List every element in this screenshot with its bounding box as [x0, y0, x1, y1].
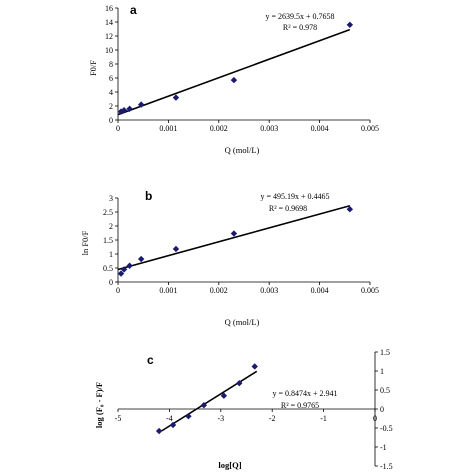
panel-c-x-tick-label: 0 [373, 414, 377, 423]
panel-a-y-tick-label: 12 [105, 32, 113, 41]
panel-c-y-tick-label: 0.5 [380, 386, 390, 395]
panel-b-y-tick-label: 2.5 [103, 208, 113, 217]
panel-c-x-tick-label: -1 [320, 414, 327, 423]
panel-a: a F0/F Q (mol/L) y = 2639.5x + 0.7658 R²… [88, 3, 379, 155]
panel-a-data-point [120, 107, 128, 114]
panel-b-fit-equation: y = 495.19x + 0.4465 [260, 192, 329, 201]
panel-c-data-point [185, 413, 192, 420]
panel-c-y-tick-label: -0.5 [380, 424, 393, 433]
panel-b-data-point [117, 270, 125, 277]
panel-c-fit-line [161, 370, 258, 432]
panel-a-y-tick-label: 16 [105, 4, 113, 13]
panel-c-data-point [169, 421, 177, 429]
panel-c-x-tick-label: -4 [166, 414, 173, 423]
panel-b-x-tick-label: 0.004 [311, 286, 329, 295]
panel-a-data-point [126, 105, 133, 112]
panel-a-y-tick-label: 2 [109, 102, 113, 111]
panel-a-label: a [130, 3, 137, 17]
panel-a-y-tick-label: 4 [109, 88, 113, 97]
panel-c-y-tick-label: -1.5 [380, 462, 393, 471]
panel-a-r-squared: R² = 0.978 [283, 23, 317, 32]
panel-a-data-point [137, 101, 145, 108]
panel-a-data-point [230, 76, 238, 84]
panel-b-data-point [120, 266, 128, 273]
panel-c-fit-equation: y = 0.8474x + 2.941 [272, 389, 337, 398]
panel-b: b ln F0/F Q (mol/L) y = 495.19x + 0.4465… [80, 189, 379, 327]
panel-a-x-axis-label: Q (mol/L) [225, 145, 260, 155]
panel-c-r-squared: R² = 0.9765 [281, 401, 319, 410]
panel-a-data-point [346, 21, 354, 28]
panel-a-y-tick-label: 0 [109, 116, 113, 125]
panel-b-y-tick-label: 3 [109, 194, 113, 203]
panel-b-data-point [172, 245, 180, 253]
panel-c-data-point [155, 427, 163, 435]
panel-b-label: b [145, 189, 152, 203]
panel-b-x-tick-label: 0.005 [361, 286, 379, 295]
panel-c-data-point [200, 402, 208, 409]
panel-c: c log (F₀ - F)/F log[Q] y = 0.8474x + 2.… [94, 348, 393, 471]
panel-a-fit-equation: y = 2639.5x + 0.7658 [265, 12, 334, 21]
panel-b-y-tick-label: 1.5 [103, 236, 113, 245]
panel-c-y-axis-label: log (F₀ - F)/F [94, 382, 104, 428]
panel-b-data-point [346, 206, 354, 213]
panel-b-y-tick-label: 0.5 [103, 264, 113, 273]
panel-b-x-tick-label: 0.003 [260, 286, 278, 295]
panel-a-y-tick-label: 8 [109, 60, 113, 69]
panel-b-fit-line [117, 204, 351, 271]
panel-c-x-tick-label: -5 [115, 414, 122, 423]
panel-b-data-point [137, 255, 145, 263]
panel-a-y-tick-label: 10 [105, 46, 113, 55]
panel-b-y-axis-label: ln F0/F [80, 230, 90, 255]
panel-c-y-tick-label: 1 [380, 367, 384, 376]
panel-b-x-tick-label: 0.002 [210, 286, 228, 295]
panel-a-y-axis-label: F0/F [88, 60, 98, 76]
panel-c-y-tick-label: 1.5 [380, 348, 390, 357]
panel-c-label: c [147, 353, 154, 367]
panel-a-fit-line [117, 28, 351, 116]
panel-a-y-tick-label: 14 [105, 18, 113, 27]
panel-b-x-axis-label: Q (mol/L) [225, 317, 260, 327]
panel-a-x-tick-label: 0.005 [361, 124, 379, 133]
panel-c-x-axis-label: log[Q] [218, 460, 241, 470]
panel-a-x-tick-label: 0.002 [210, 124, 228, 133]
panel-b-y-tick-label: 1 [109, 250, 113, 259]
panel-b-data-point [126, 262, 133, 269]
panel-b-x-tick-label: 0.001 [159, 286, 177, 295]
panel-b-y-tick-label: 0 [109, 278, 113, 287]
panel-a-data-point [172, 94, 180, 101]
panel-b-r-squared: R² = 0.9698 [269, 204, 307, 213]
panel-c-data-point [251, 363, 258, 370]
panel-a-x-tick-label: 0.004 [311, 124, 329, 133]
panel-c-y-tick-label: 0 [380, 405, 384, 414]
panel-c-x-tick-label: -3 [217, 414, 224, 423]
panel-c-data-point [236, 379, 243, 387]
panel-b-y-tick-label: 2 [109, 222, 113, 231]
panel-a-x-tick-label: 0 [116, 124, 120, 133]
panel-a-x-tick-label: 0.003 [260, 124, 278, 133]
panel-c-x-tick-label: -2 [269, 414, 276, 423]
panel-b-data-point [230, 230, 238, 237]
panel-c-data-point [220, 392, 228, 399]
panel-a-y-tick-label: 6 [109, 74, 113, 83]
panel-b-x-tick-label: 0 [116, 286, 120, 295]
panel-c-y-tick-label: -1 [380, 443, 387, 452]
panel-a-x-tick-label: 0.001 [159, 124, 177, 133]
